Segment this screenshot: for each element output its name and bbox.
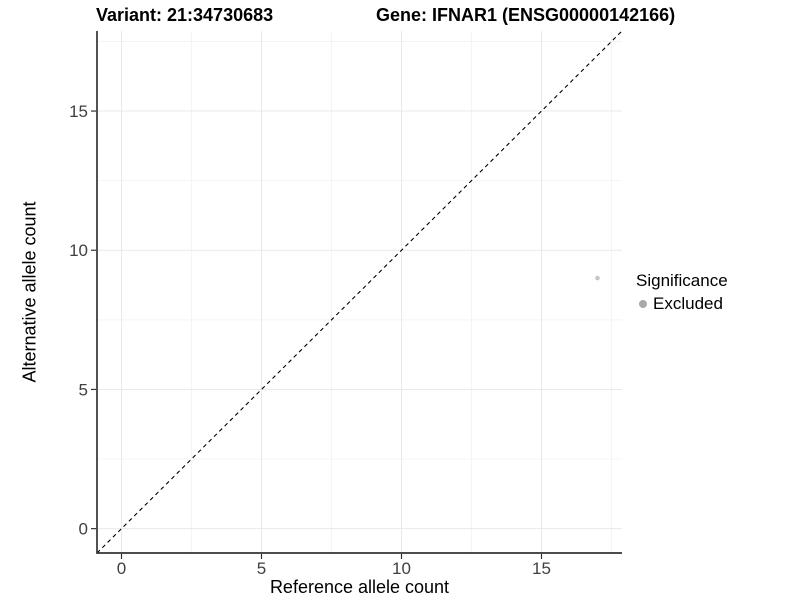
x-axis-title: Reference allele count [269,577,450,597]
plot-title-variant: Variant: 21:34730683 [96,5,274,25]
y-tick-label: 10 [69,241,88,260]
x-tick-label: 15 [532,559,551,578]
y-tick-label: 0 [79,520,88,539]
y-axis-title: Alternative allele count [19,201,40,383]
legend-item-excluded: Excluded [636,294,728,314]
legend-point-icon [639,300,647,308]
x-tick-label: 5 [257,559,266,578]
y-tick-label: 15 [69,102,88,121]
y-tick-label: 5 [79,380,88,399]
data-point [595,275,600,281]
legend: Significance Excluded [636,271,728,314]
x-tick-label: 10 [392,559,411,578]
legend-title: Significance [636,271,728,290]
x-tick-label: 0 [117,559,126,578]
legend-item-label: Excluded [653,294,723,313]
identity-line [96,30,623,554]
plot-title-gene: Gene: IFNAR1 (ENSG00000142166) [376,5,676,25]
